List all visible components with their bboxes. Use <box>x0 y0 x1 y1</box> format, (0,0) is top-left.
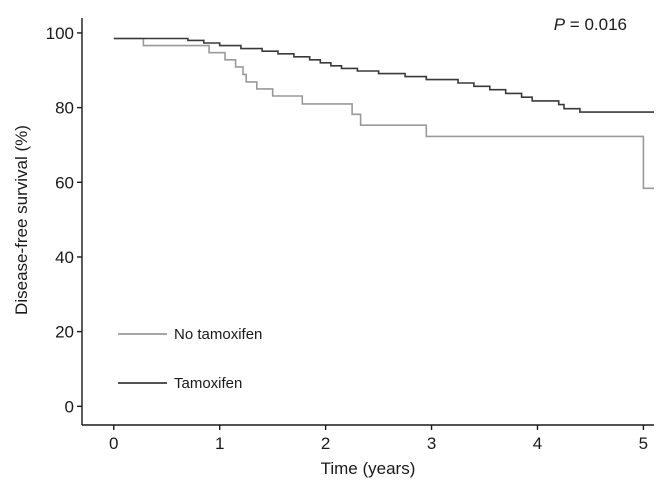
series-line-tamoxifen <box>113 37 654 113</box>
legend: No tamoxifen Tamoxifen <box>118 326 262 392</box>
y-tick-label: 40 <box>55 248 74 267</box>
p-value-text: = 0.016 <box>565 15 627 34</box>
y-tick-label: 60 <box>55 173 74 192</box>
y-tick-label: 100 <box>46 24 74 43</box>
x-tick-label: 3 <box>427 434 436 453</box>
legend-label-tamoxifen: Tamoxifen <box>174 375 242 392</box>
axes <box>81 18 654 426</box>
y-tick-label: 80 <box>55 99 74 118</box>
legend-label-no-tamoxifen: No tamoxifen <box>174 326 262 343</box>
series-line-no-tamoxifen <box>113 37 654 190</box>
y-axis-title: Disease-free survival (%) <box>12 125 31 315</box>
y-tick-label: 0 <box>65 397 74 416</box>
x-tick-label: 4 <box>533 434 542 453</box>
x-tick-label: 1 <box>215 434 224 453</box>
p-value-annotation: P = 0.016 <box>554 15 627 34</box>
x-tick-label: 5 <box>639 434 648 453</box>
y-tick-label: 20 <box>55 323 74 342</box>
p-value-symbol: P <box>554 15 566 34</box>
x-ticks: 0 1 2 3 4 5 <box>109 425 648 453</box>
y-ticks: 0 20 40 60 80 100 <box>46 24 82 416</box>
survival-curves <box>113 37 654 190</box>
x-tick-label: 2 <box>321 434 330 453</box>
x-axis-title: Time (years) <box>321 459 416 478</box>
x-tick-label: 0 <box>109 434 118 453</box>
